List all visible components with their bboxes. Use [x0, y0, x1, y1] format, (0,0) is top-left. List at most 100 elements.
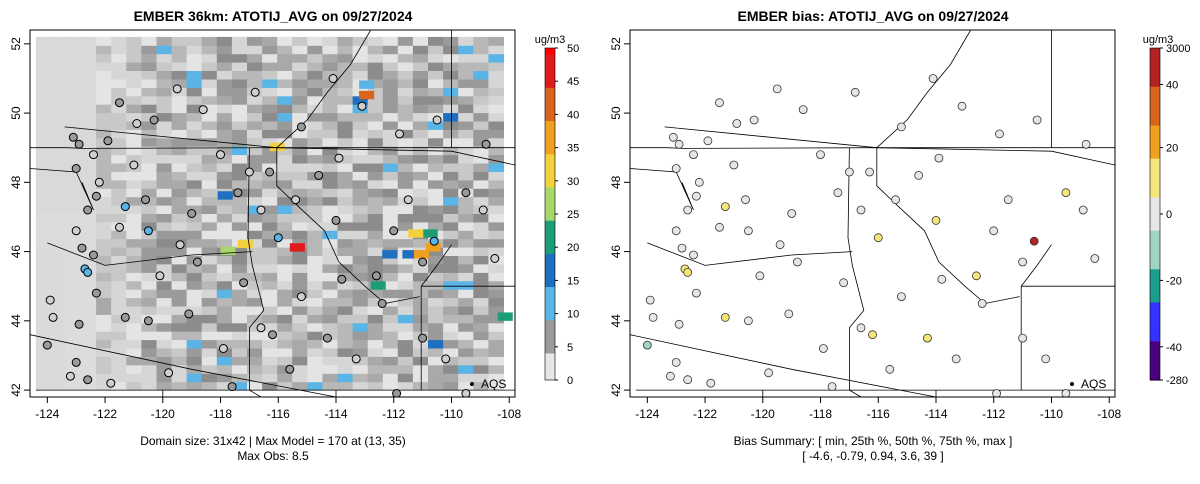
- grid-cell: [307, 146, 323, 156]
- grid-cell: [458, 213, 474, 223]
- grid-cell: [352, 146, 369, 156]
- grid-cell: [201, 196, 218, 206]
- grid-cell: [382, 289, 399, 299]
- aqs-site-marker: [129, 160, 139, 170]
- grid-cell: [201, 95, 218, 105]
- grid-cell: [81, 196, 97, 206]
- grid-cell: [96, 238, 112, 248]
- grid-cell: [171, 196, 188, 206]
- aqs-site-marker: [89, 250, 98, 260]
- grid-cell: [126, 53, 142, 63]
- grid-cell: [443, 331, 459, 341]
- grid-cell: [428, 205, 444, 214]
- x-tick-label: -108: [1097, 407, 1121, 421]
- grid-cell: [307, 306, 323, 315]
- grid-cell: [322, 348, 338, 357]
- grid-cell: [443, 238, 459, 248]
- grid-cell: [50, 381, 67, 391]
- grid-cell: [292, 104, 308, 114]
- grid-cell: [428, 137, 444, 147]
- grid-cell: [367, 196, 384, 206]
- grid-cell: [382, 339, 399, 349]
- grid-cell: [488, 238, 504, 248]
- grid-cell: [322, 121, 338, 130]
- grid-cell: [397, 163, 414, 172]
- grid-cell: [50, 272, 67, 282]
- grid-cell: [428, 87, 444, 97]
- grid-cell: [262, 196, 278, 206]
- grid-cell: [488, 79, 504, 88]
- colorbar-segment: [1150, 64, 1160, 71]
- grid-cell: [171, 129, 188, 139]
- grid-cell: [397, 264, 414, 273]
- grid-cell: [201, 70, 218, 80]
- grid-cell: [277, 104, 293, 114]
- grid-cell: [81, 154, 97, 164]
- grid-cell: [307, 205, 323, 214]
- grid-cell: [262, 87, 278, 97]
- colorbar-segment: [1150, 324, 1160, 331]
- aqs-site-marker: [285, 364, 295, 374]
- grid-cell: [322, 373, 338, 383]
- aqs-site-marker: [265, 167, 275, 177]
- colorbar-segment: [545, 127, 555, 135]
- bias-site-marker: [744, 316, 753, 326]
- grid-cell: [443, 356, 459, 366]
- colorbar-segment: [1150, 81, 1160, 88]
- grid-cell: [141, 146, 157, 156]
- grid-cell: [428, 331, 444, 341]
- grid-cell: [111, 306, 127, 315]
- grid-cell: [216, 280, 233, 290]
- grid-cell: [216, 289, 233, 299]
- grid-cell: [473, 196, 489, 206]
- grid-cell: [322, 62, 338, 71]
- aqs-site-marker: [418, 333, 428, 343]
- grid-cell: [382, 280, 399, 290]
- colorbar-tick-label: 5: [567, 342, 573, 354]
- border-line: [876, 30, 972, 148]
- colorbar-segment: [545, 48, 555, 56]
- grid-cell: [201, 188, 218, 198]
- grid-cell: [141, 121, 157, 130]
- grid-cell: [96, 70, 112, 80]
- grid-cell: [81, 322, 97, 332]
- grid-cell: [352, 373, 369, 383]
- grid-cell: [156, 129, 173, 139]
- colorbar-segment: [545, 167, 555, 175]
- grid-cell: [81, 163, 97, 172]
- grid-cell: [337, 238, 354, 248]
- grid-cell: [412, 348, 429, 357]
- grid-cell: [126, 104, 142, 114]
- grid-cell: [443, 53, 459, 63]
- grid-cell: [367, 297, 384, 307]
- grid-cell: [292, 280, 308, 290]
- colorbar-segment: [1150, 119, 1160, 127]
- grid-cell: [307, 196, 323, 206]
- grid-cell: [141, 306, 157, 315]
- grid-cell: [216, 272, 233, 282]
- grid-cell: [443, 104, 459, 114]
- grid-cell: [292, 62, 308, 71]
- grid-cell: [322, 213, 338, 223]
- grid-cell: [247, 188, 263, 198]
- grid-cell: [171, 221, 188, 231]
- grid-cell: [397, 348, 414, 357]
- grid-cell: [428, 373, 444, 383]
- grid-cell: [277, 79, 293, 88]
- colorbar-segment: [1150, 241, 1160, 248]
- grid-cell: [352, 171, 369, 181]
- grid-cell: [171, 121, 188, 130]
- grid-cell: [171, 230, 188, 240]
- grid-cell: [458, 70, 474, 80]
- grid-cell: [141, 87, 157, 97]
- grid-cell: [156, 95, 173, 105]
- grid-cell: [111, 163, 127, 172]
- grid-cell: [277, 272, 293, 282]
- grid-cell: [473, 373, 489, 383]
- grid-cell: [216, 95, 233, 105]
- colorbar-segment: [1150, 297, 1160, 304]
- grid-cell: [473, 154, 489, 164]
- grid-cell: [262, 238, 278, 248]
- grid-cell: [81, 339, 97, 349]
- grid-cell: [35, 95, 52, 105]
